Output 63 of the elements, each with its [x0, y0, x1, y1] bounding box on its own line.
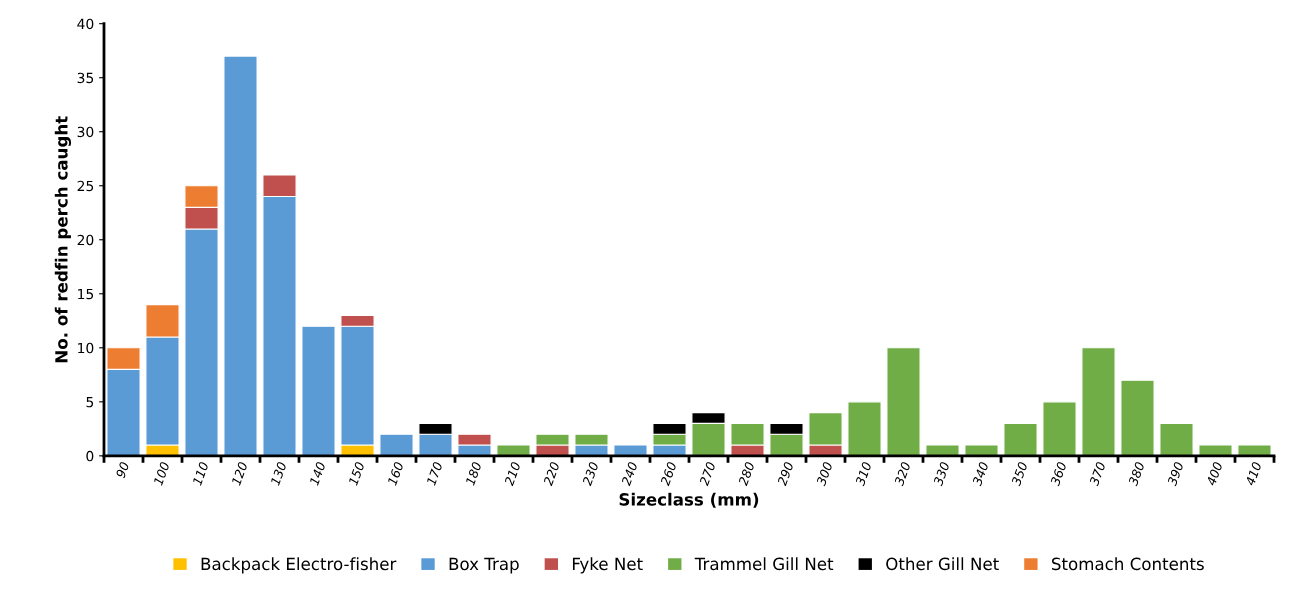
x-tick-label: 330 — [932, 461, 950, 487]
bar — [1198, 444, 1233, 456]
bar — [925, 444, 960, 456]
legend-label: Other Gill Net — [886, 557, 999, 571]
bar — [1120, 379, 1155, 456]
bar — [613, 444, 648, 456]
x-tick-label: 100 — [153, 461, 170, 486]
x-tick-label: 90 — [115, 461, 130, 479]
legend-label: Stomach Contents — [1051, 557, 1204, 571]
bar — [886, 347, 921, 456]
x-tick-label: 160 — [387, 461, 404, 486]
y-tick-label: 10 — [78, 342, 94, 354]
y-tick-label: 40 — [77, 18, 94, 30]
x-tick-label: 410 — [1245, 461, 1262, 487]
legend-label: Backpack Electro-fisher — [201, 557, 397, 574]
x-tick-label: 320 — [893, 461, 911, 487]
x-tick-label: 240 — [620, 461, 638, 487]
y-tick-label: 20 — [77, 234, 94, 246]
bar — [1159, 422, 1194, 456]
x-tick-label: 210 — [503, 461, 521, 487]
x-tick-label: 340 — [971, 461, 989, 487]
bar — [301, 325, 336, 456]
x-tick-label: 260 — [659, 461, 677, 487]
x-tick-label: 300 — [815, 461, 833, 487]
x-tick-label: 170 — [426, 461, 443, 486]
x-tick-label: 390 — [1166, 461, 1184, 487]
y-tick-label: 35 — [77, 72, 94, 84]
x-tick-label: 270 — [698, 461, 716, 487]
x-tick-label: 360 — [1049, 461, 1067, 487]
bar — [379, 433, 414, 456]
x-tick-label: 120 — [231, 461, 248, 486]
y-tick-label: 0 — [86, 450, 94, 462]
x-tick-label: 380 — [1127, 461, 1145, 487]
y-tick-label: 25 — [77, 180, 94, 192]
bar — [1081, 347, 1116, 456]
x-tick-label: 220 — [542, 461, 560, 487]
bar — [223, 55, 258, 456]
bar — [847, 401, 882, 456]
bar — [1042, 401, 1077, 456]
x-tick-label: 350 — [1010, 461, 1028, 487]
x-tick-label: 230 — [581, 461, 599, 487]
x-tick-label: 150 — [348, 461, 365, 486]
x-tick-label: 280 — [737, 461, 755, 487]
x-tick-label: 180 — [465, 461, 482, 486]
y-tick-label: 30 — [77, 126, 94, 138]
bar — [1237, 444, 1272, 456]
x-tick-label: 310 — [854, 461, 872, 487]
x-tick-label: 130 — [270, 461, 287, 486]
legend-label: Fyke Net — [572, 557, 643, 574]
x-tick-label: 140 — [309, 461, 326, 486]
x-tick-label: 110 — [192, 461, 209, 486]
y-tick-label: 5 — [86, 396, 94, 408]
y-axis-title: No. of redfin perch caught — [54, 116, 72, 363]
x-axis-title: Sizeclass (mm) — [619, 492, 759, 508]
legend-label: Trammel Gill Net — [694, 557, 834, 571]
legend-label: Box Trap — [449, 557, 519, 574]
bar — [964, 444, 999, 456]
x-tick-label: 290 — [776, 461, 794, 487]
x-tick-label: 400 — [1206, 461, 1223, 487]
bar — [496, 444, 531, 456]
y-tick-label: 15 — [78, 288, 94, 300]
x-tick-label: 370 — [1088, 461, 1106, 487]
bar — [1003, 422, 1038, 456]
